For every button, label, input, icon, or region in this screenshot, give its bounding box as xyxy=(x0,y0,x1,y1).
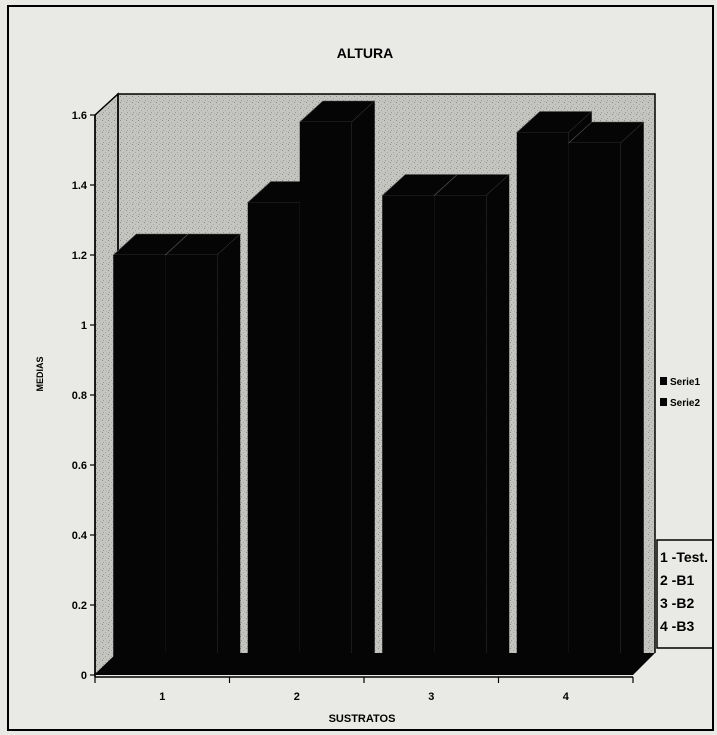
chart-frame xyxy=(7,5,714,731)
legend-swatch-serie2 xyxy=(660,398,667,406)
y-tick-label: 1.2 xyxy=(72,250,87,262)
chart-title: ALTURA xyxy=(337,45,394,61)
legend-swatch-serie1 xyxy=(660,377,667,385)
substrate-key-item: 1 -Test. xyxy=(660,549,708,565)
substrate-key-item: 4 -B3 xyxy=(660,618,694,634)
y-tick-label: 0.6 xyxy=(72,460,87,472)
x-tick-label: 2 xyxy=(294,691,300,703)
y-tick-label: 0.2 xyxy=(72,600,87,612)
legend-label-serie2: Serie2 xyxy=(670,398,700,409)
bar-side-face xyxy=(351,101,375,675)
bar-front-face xyxy=(434,195,487,675)
bar-front-face xyxy=(568,143,621,675)
substrate-key-item: 2 -B1 xyxy=(660,572,694,588)
y-tick-label: 0.8 xyxy=(72,390,87,402)
y-ticks-group: 0 0.2 0.4 0.6 0.8 1 1.2 1.4 1.6 xyxy=(72,110,95,682)
y-tick-label: 1.4 xyxy=(72,180,88,192)
bar-front-face xyxy=(299,122,352,675)
bar-front-face xyxy=(165,255,218,675)
substrate-key-item: 3 -B2 xyxy=(660,595,694,611)
bar-side-face xyxy=(217,234,241,675)
y-tick-label: 1.6 xyxy=(72,110,87,122)
bar-side-face xyxy=(620,122,644,675)
legend: Serie1 Serie2 xyxy=(660,377,700,409)
bar-serie2-2 xyxy=(298,100,376,675)
substrate-key: 1 -Test. 2 -B1 3 -B2 4 -B3 xyxy=(656,539,714,649)
bar-front-face xyxy=(382,195,435,675)
x-ticks-group: 1 2 3 4 xyxy=(94,677,634,703)
y-tick-label: 0.4 xyxy=(72,530,88,542)
substrate-key-box xyxy=(656,539,714,649)
bars-group xyxy=(112,100,645,675)
y-tick-label: 1 xyxy=(81,320,87,332)
bar-front-face xyxy=(516,132,569,675)
legend-label-serie1: Serie1 xyxy=(670,377,700,388)
bar-serie2-1 xyxy=(164,233,242,675)
bar-serie2-4 xyxy=(567,121,645,675)
bar-front-face xyxy=(113,255,166,675)
y-axis-title: MEDIAS xyxy=(35,356,45,391)
x-tick-label: 4 xyxy=(563,691,570,703)
x-axis-title: SUSTRATOS xyxy=(329,713,396,725)
y-tick-label: 0 xyxy=(81,670,87,682)
x-tick-label: 1 xyxy=(159,691,165,703)
bar-side-face xyxy=(486,174,510,675)
x-tick-label: 3 xyxy=(428,691,434,703)
bar-serie2-3 xyxy=(433,174,511,675)
bar-front-face xyxy=(247,202,300,675)
